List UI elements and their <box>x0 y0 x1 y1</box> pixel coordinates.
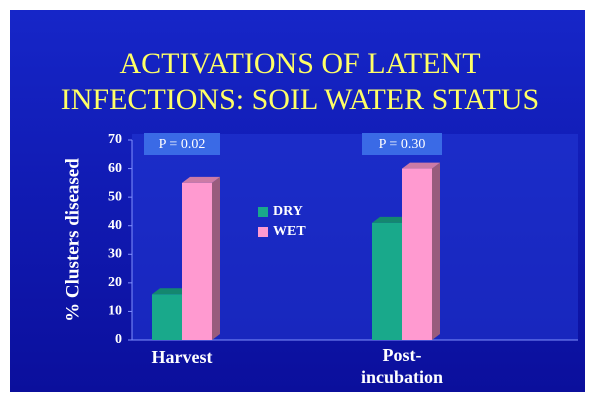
y-tick-label: 0 <box>115 332 122 347</box>
bar-side <box>432 162 440 340</box>
legend-swatch <box>258 207 268 217</box>
y-tick-label: 40 <box>108 218 122 233</box>
bar-top <box>182 176 220 183</box>
bar <box>402 162 440 340</box>
y-tick-label: 20 <box>108 275 122 290</box>
y-tick-label: 60 <box>108 161 122 176</box>
y-tick-label: 10 <box>108 304 122 319</box>
legend-swatch <box>258 227 268 237</box>
bar-front <box>372 222 402 340</box>
bar <box>182 176 220 340</box>
annotation: P = 0.02 <box>159 137 206 152</box>
bar-front <box>152 294 182 340</box>
x-tick-label: Harvest <box>151 347 213 367</box>
y-tick-label: 30 <box>108 247 122 262</box>
chart-title: INFECTIONS: SOIL WATER STATUS <box>61 83 539 116</box>
y-tick-label: 70 <box>108 132 122 147</box>
chart-title: ACTIVATIONS OF LATENT <box>119 47 480 80</box>
bar-top <box>402 162 440 169</box>
y-axis-label: % Clusters diseased <box>62 158 83 322</box>
annotation-box <box>144 133 220 155</box>
x-tick-label: Post- incubation <box>360 345 444 387</box>
bar-front <box>402 168 432 340</box>
y-tick-label: 50 <box>108 189 122 204</box>
bar-top <box>152 288 190 295</box>
legend-label: DRY <box>273 204 303 219</box>
annotation-box <box>362 133 442 155</box>
bar-side <box>212 176 220 340</box>
legend-label: WET <box>273 224 306 239</box>
annotation: P = 0.30 <box>379 137 426 152</box>
bar-front <box>182 182 212 340</box>
bar-top <box>372 216 410 223</box>
